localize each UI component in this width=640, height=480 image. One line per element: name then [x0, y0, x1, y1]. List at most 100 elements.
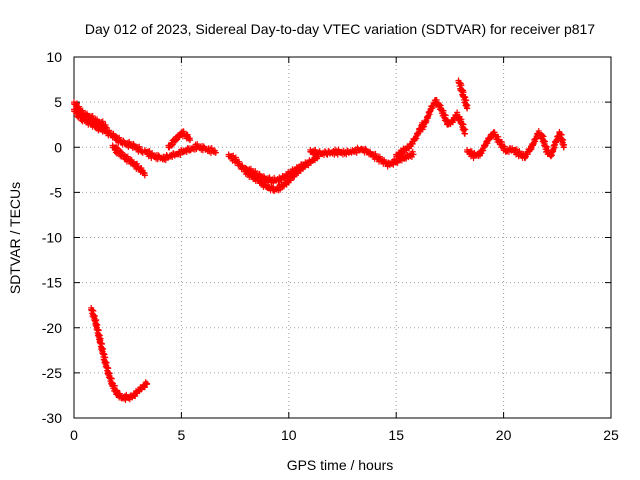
data-point	[260, 175, 267, 182]
data-point	[154, 155, 161, 162]
data-point	[88, 121, 95, 128]
data-point	[502, 148, 509, 155]
data-point	[376, 156, 383, 163]
data-point	[131, 392, 138, 399]
data-point	[427, 106, 434, 113]
x-tick-label: 5	[178, 427, 186, 443]
data-point	[457, 118, 464, 125]
data-point	[178, 130, 185, 137]
data-point	[148, 153, 155, 160]
data-point	[333, 149, 340, 156]
data-point	[199, 146, 206, 153]
data-point	[268, 178, 275, 185]
data-point	[283, 180, 290, 187]
data-point	[180, 148, 187, 155]
data-point	[436, 103, 443, 110]
data-point	[105, 371, 112, 378]
data-point	[543, 148, 550, 155]
data-point	[453, 112, 460, 119]
data-point	[251, 171, 258, 178]
data-point	[206, 147, 213, 154]
data-point	[99, 118, 106, 125]
data-point	[161, 155, 168, 162]
data-point	[126, 395, 133, 402]
data-point	[90, 117, 97, 124]
data-point	[98, 121, 105, 128]
data-point	[399, 148, 406, 155]
data-point	[136, 143, 143, 150]
data-point	[302, 160, 309, 167]
data-point	[461, 99, 468, 106]
data-point	[96, 338, 103, 345]
chart-title: Day 012 of 2023, Sidereal Day-to-day VTE…	[85, 21, 595, 37]
data-point	[232, 157, 239, 164]
y-tick-label: -15	[42, 275, 62, 291]
data-point	[126, 142, 133, 149]
data-point	[109, 383, 116, 390]
data-point	[186, 137, 193, 144]
y-tick-label: -5	[50, 184, 63, 200]
data-point	[410, 151, 417, 158]
data-point	[135, 165, 142, 172]
data-point	[509, 146, 516, 153]
data-point	[457, 85, 464, 92]
x-tick-label: 10	[281, 427, 297, 443]
data-point	[556, 130, 563, 137]
data-point	[277, 184, 284, 191]
data-point	[118, 152, 125, 159]
data-point	[409, 148, 416, 155]
data-point	[106, 127, 113, 134]
data-points	[71, 77, 568, 403]
data-point	[86, 114, 93, 121]
data-point	[418, 126, 425, 133]
y-tick-label: -30	[42, 410, 62, 426]
data-point	[139, 384, 146, 391]
data-point	[270, 187, 277, 194]
data-point	[367, 151, 374, 158]
x-axis-label: GPS time / hours	[287, 457, 394, 473]
data-point	[324, 150, 331, 157]
data-point	[225, 153, 232, 160]
y-tick-label: 0	[54, 139, 62, 155]
data-point	[307, 148, 314, 155]
x-tick-label: 0	[70, 427, 78, 443]
data-point	[464, 105, 471, 112]
data-point	[200, 143, 207, 150]
y-tick-label: -10	[42, 230, 62, 246]
data-point	[242, 166, 249, 173]
data-point	[350, 148, 357, 155]
grid-layer	[74, 57, 611, 418]
data-point	[103, 124, 110, 131]
data-point	[83, 118, 90, 125]
data-point	[449, 118, 456, 125]
data-point	[141, 172, 148, 179]
data-point	[455, 79, 462, 86]
data-point	[358, 146, 365, 153]
data-point	[75, 106, 82, 113]
data-point	[431, 99, 438, 106]
data-point	[131, 144, 138, 151]
data-point	[247, 165, 254, 172]
y-tick-label: 5	[54, 94, 62, 110]
data-point	[560, 144, 567, 151]
data-point	[515, 151, 522, 158]
data-point	[393, 153, 400, 160]
data-point	[212, 149, 219, 156]
data-point	[122, 155, 129, 162]
data-point	[534, 130, 541, 137]
data-point	[101, 128, 108, 135]
data-point	[193, 144, 200, 151]
data-point	[109, 133, 116, 140]
data-point	[257, 180, 264, 187]
data-point	[144, 380, 151, 387]
data-point	[423, 117, 430, 124]
data-point	[165, 144, 172, 151]
ticks-layer: 0 5 10 15 20 25 10 5 0 -5 -10 -15 -20 -25 -30	[42, 49, 619, 443]
data-point	[169, 139, 176, 146]
data-point	[122, 141, 129, 148]
data-point	[186, 146, 193, 153]
y-tick-label: -25	[42, 365, 62, 381]
data-point	[533, 135, 540, 142]
data-point	[126, 158, 133, 165]
